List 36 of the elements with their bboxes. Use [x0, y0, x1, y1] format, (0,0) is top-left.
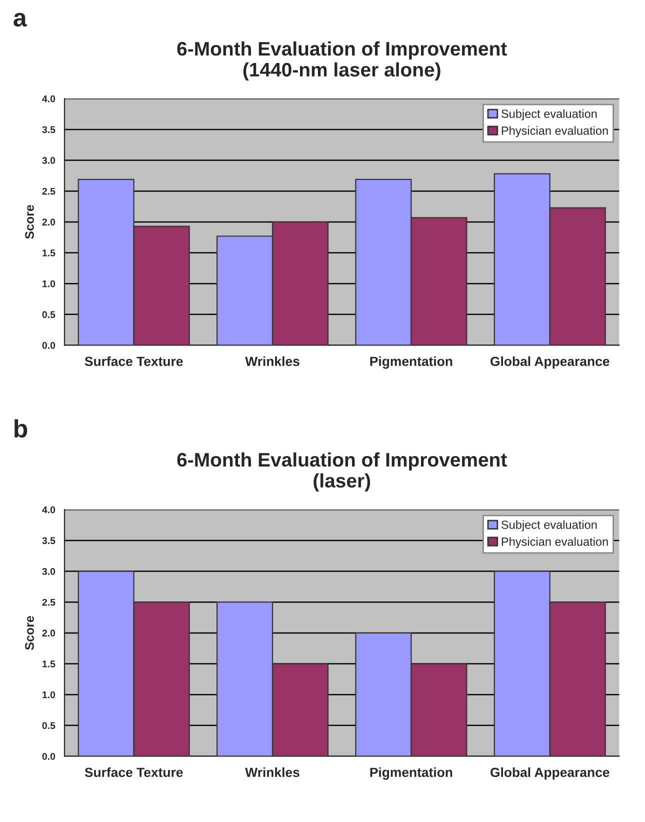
- y-tick-label: 1.5: [42, 250, 56, 256]
- y-tick-label: 0.0: [42, 752, 56, 760]
- y-tick-label: 1.0: [42, 691, 56, 698]
- x-tick-label: Surface Texture: [84, 356, 183, 366]
- y-tick-label: 0.5: [42, 722, 56, 730]
- legend-label: Physician evaluation: [502, 537, 608, 548]
- x-tick-label: Global Appearance: [490, 356, 610, 369]
- y-tick-label: 2.0: [42, 218, 56, 226]
- x-tick-label: Wrinkles: [245, 767, 300, 778]
- y-tick-label: 3.0: [42, 157, 56, 164]
- y-tick-label: 2.5: [42, 188, 56, 195]
- y-tick-label: 1.5: [42, 660, 56, 668]
- x-tick-label: Surface Texture: [84, 767, 183, 778]
- legend-label: Subject evaluation: [501, 109, 597, 120]
- y-axis-title: Score: [25, 616, 34, 650]
- chart-title: 6-Month Evaluation of Improvement (1440-nm laser alone): [177, 41, 507, 80]
- y-tick-label: 3.0: [42, 568, 56, 575]
- chart-title: 6-Month Evaluation of Improvement (laser): [177, 452, 507, 492]
- x-tick-label: Pigmentation: [370, 356, 452, 369]
- legend-label: Subject evaluation: [501, 520, 597, 532]
- legend-label: Physician evaluation: [502, 126, 608, 138]
- y-tick-label: 3.5: [42, 537, 56, 544]
- y-tick-label: 0.5: [42, 311, 56, 318]
- y-tick-label: 1.0: [42, 280, 56, 288]
- y-tick-label: 4.0: [42, 95, 56, 102]
- y-tick-label: 3.5: [42, 126, 56, 134]
- text: a: [14, 12, 27, 27]
- x-tick-label: Global Appearance: [490, 767, 610, 780]
- y-tick-label: 2.5: [42, 598, 56, 606]
- text: b: [14, 419, 28, 438]
- y-tick-label: 4.0: [42, 506, 56, 514]
- y-tick-label: 0.0: [42, 342, 56, 349]
- y-tick-label: 2.0: [42, 630, 56, 637]
- y-axis-title: Score: [25, 204, 34, 239]
- x-tick-label: Wrinkles: [245, 356, 300, 366]
- x-tick-label: Pigmentation: [370, 767, 452, 780]
